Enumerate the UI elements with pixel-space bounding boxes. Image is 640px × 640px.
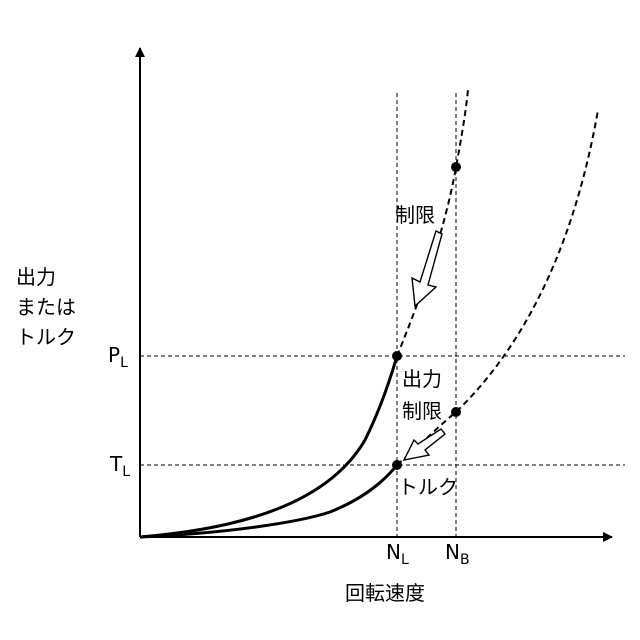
torque-limit-point: [392, 460, 402, 470]
power-limit-point: [392, 351, 402, 361]
nl-tick-main: N: [386, 540, 401, 564]
pl-tick-sub: L: [120, 355, 128, 371]
power-curve-label: 出力: [402, 367, 442, 391]
nl-tick-label: NL: [386, 540, 409, 568]
y-axis-label-line1: 出力: [16, 265, 56, 289]
torque-curve-label: トルク: [398, 475, 458, 499]
torque-curve-solid: [140, 465, 397, 537]
x-axis-label: 回転速度: [345, 581, 425, 605]
nb-tick-sub: B: [460, 552, 470, 568]
nb-tick-label: NB: [445, 540, 470, 568]
limit-arrow-lower: [404, 429, 445, 460]
y-axis-label-line2: または: [16, 295, 76, 319]
tl-tick-main: T: [109, 452, 123, 476]
y-axis-label-line3: トルク: [16, 325, 76, 349]
pl-tick-label: PL: [108, 343, 128, 371]
nb-tick-main: N: [445, 540, 460, 564]
limit-label-upper: 制限: [395, 203, 435, 227]
limit-arrow-upper: [412, 231, 442, 306]
tl-tick-label: TL: [109, 452, 130, 480]
power-base-point: [451, 162, 461, 172]
limit-label-lower: 制限: [402, 399, 442, 423]
nl-tick-sub: L: [401, 552, 409, 568]
tl-tick-sub: L: [122, 464, 130, 480]
pl-tick-main: P: [108, 343, 120, 367]
torque-base-point: [451, 407, 461, 417]
power-curve-solid: [140, 356, 397, 537]
